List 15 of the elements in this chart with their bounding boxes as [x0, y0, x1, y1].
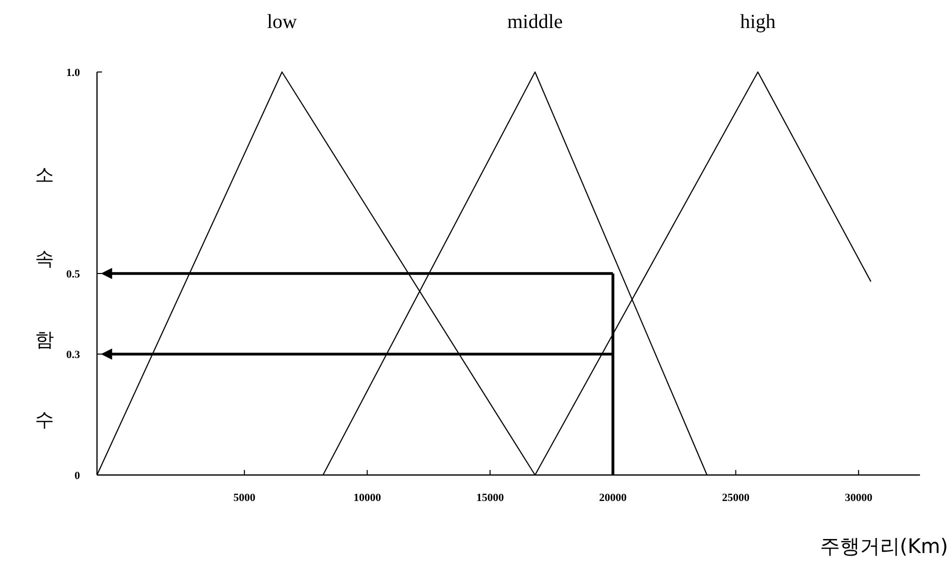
x-tick-label: 20000 — [599, 492, 628, 504]
y-tick-label: 0.3 — [66, 349, 80, 362]
x-tick-label: 15000 — [476, 492, 504, 504]
x-tick-label: 30000 — [844, 492, 873, 504]
y-tick-label: 0.5 — [66, 268, 80, 280]
x-tick-label: 10000 — [353, 492, 382, 504]
x-tick-label: 5000 — [233, 492, 256, 504]
y-tick-label: 0 — [74, 470, 80, 482]
x-tick-label: 25000 — [722, 492, 750, 504]
ylabel: 소속함수 — [34, 155, 56, 479]
text: low — [266, 11, 298, 33]
y-tick-label: 1.0 — [66, 67, 80, 79]
text: middle — [507, 11, 563, 33]
x-axis-title: 주행거리(Km) — [820, 534, 948, 558]
text: high — [740, 11, 776, 33]
